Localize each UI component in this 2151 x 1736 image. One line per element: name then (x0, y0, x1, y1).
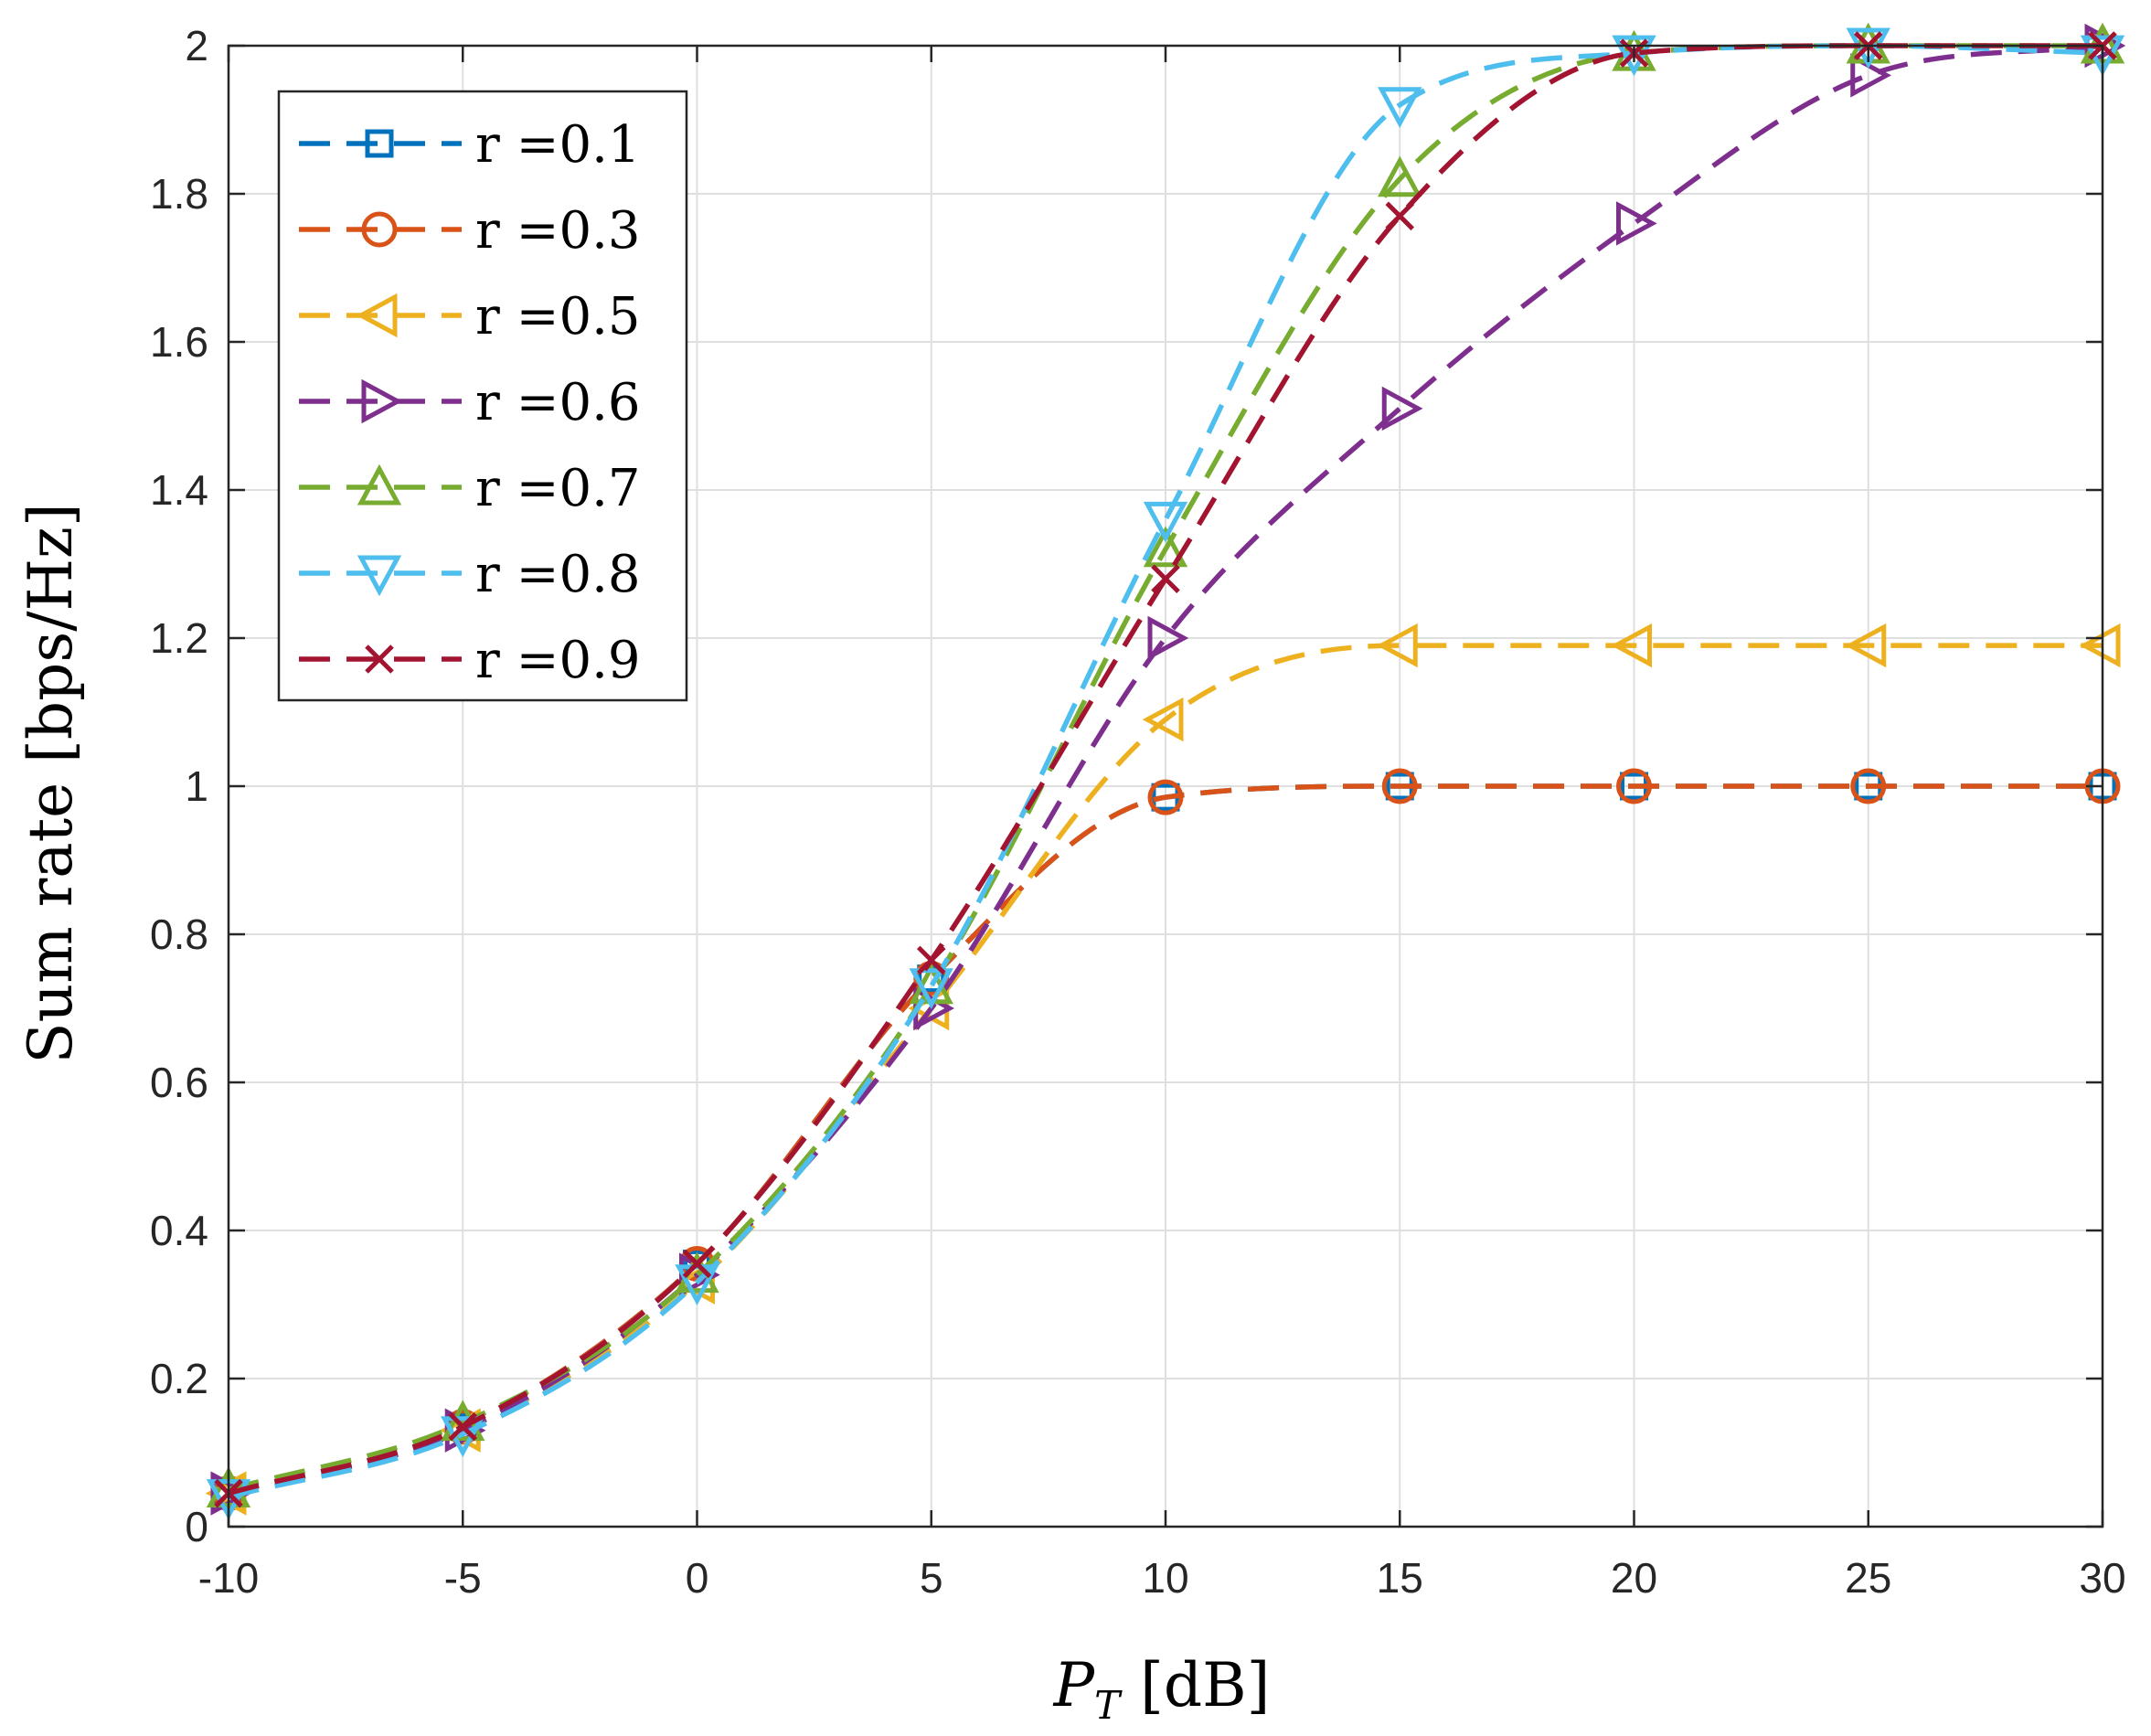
x-axis-title-symbol: P (1053, 1650, 1096, 1720)
legend: r =0.1 r =0.3 r =0.5 r =0.6 r =0.7 r =0.8 r =0… (277, 90, 688, 702)
y-tick-label: 1.2 (150, 614, 208, 662)
legend-item: r =0.6 (295, 373, 641, 432)
data-point (1845, 623, 1887, 668)
y-tick-label: 0.2 (150, 1355, 208, 1402)
x-axis-title-unit: [dB] (1140, 1650, 1270, 1720)
x-tick-label: 20 (1611, 1554, 1657, 1602)
legend-marker (365, 129, 394, 158)
legend-item: r =0.8 (295, 545, 641, 604)
legend-item: r =0.9 (295, 631, 641, 690)
data-point (2079, 623, 2121, 668)
x-tick-label: 30 (2079, 1554, 2125, 1602)
data-point (1385, 201, 1415, 231)
y-tick-label: 0 (185, 1503, 208, 1550)
x-tick-label: -10 (198, 1554, 259, 1602)
y-tick-label: 0.4 (150, 1207, 208, 1254)
legend-marker (365, 644, 394, 674)
legend-item: r =0.3 (295, 201, 641, 261)
y-tick-label: 1.4 (150, 466, 208, 514)
legend-label: r =0.7 (475, 459, 641, 518)
data-point (448, 1411, 478, 1442)
y-tick-label: 0.6 (150, 1059, 208, 1106)
data-point (1378, 155, 1422, 197)
legend-label: r =0.6 (475, 373, 641, 432)
x-tick-label: 10 (1142, 1554, 1188, 1602)
data-point (1381, 386, 1423, 431)
legend-marker (361, 211, 398, 248)
data-point (1611, 623, 1652, 668)
y-tick-label: 2 (185, 22, 208, 69)
legend-marker (357, 555, 402, 597)
legend-item: r =0.5 (295, 287, 641, 346)
series-layer (205, 22, 2126, 1520)
axes: -10 -5 0 5 10 15 20 25 30 0 0.2 0.4 0.6 0.8 1 1.2 1.4 1.6… (150, 22, 2126, 1602)
y-tick-label: 1 (185, 762, 208, 810)
data-point (1143, 501, 1188, 543)
legend-label: r =0.1 (475, 115, 641, 175)
legend-marker (357, 463, 402, 506)
x-axis-title-subscript: T (1094, 1683, 1123, 1728)
data-point (1151, 564, 1180, 593)
legend-label: r =0.5 (475, 287, 641, 346)
legend-item: r =0.7 (295, 459, 641, 518)
data-point (909, 968, 953, 1009)
legend-marker (356, 293, 398, 338)
legend-marker (361, 378, 403, 424)
data-point (210, 1471, 252, 1516)
data-point (1147, 615, 1189, 661)
x-tick-label: 0 (686, 1554, 709, 1602)
data-point (1378, 87, 1422, 129)
data-point (1376, 623, 1418, 668)
x-tick-label: 5 (920, 1554, 943, 1602)
data-point (682, 1249, 712, 1279)
x-tick-label: 25 (1845, 1554, 1891, 1602)
y-tick-label: 0.8 (150, 911, 208, 958)
data-point (1616, 768, 1652, 804)
legend-label: r =0.8 (475, 545, 641, 604)
data-point (1142, 697, 1184, 742)
x-tick-label: -5 (444, 1554, 482, 1602)
legend-label: r =0.3 (475, 201, 641, 261)
data-point (1143, 526, 1188, 568)
y-tick-label: 1.8 (150, 170, 208, 218)
legend-box (277, 90, 688, 702)
data-point (916, 945, 946, 975)
data-point (1616, 201, 1657, 246)
y-tick-label: 1.6 (150, 318, 208, 366)
series-line (228, 43, 2103, 1493)
data-point (1381, 768, 1418, 804)
x-axis-title: PT [dB] (1053, 1650, 1271, 1728)
legend-label: r =0.9 (475, 631, 641, 690)
data-point (1850, 768, 1887, 804)
data-point (1147, 779, 1184, 815)
x-tick-label: 15 (1377, 1554, 1423, 1602)
y-axis-title: Sum rate [bps/Hz] (16, 503, 86, 1063)
legend-item: r =0.1 (295, 115, 641, 175)
